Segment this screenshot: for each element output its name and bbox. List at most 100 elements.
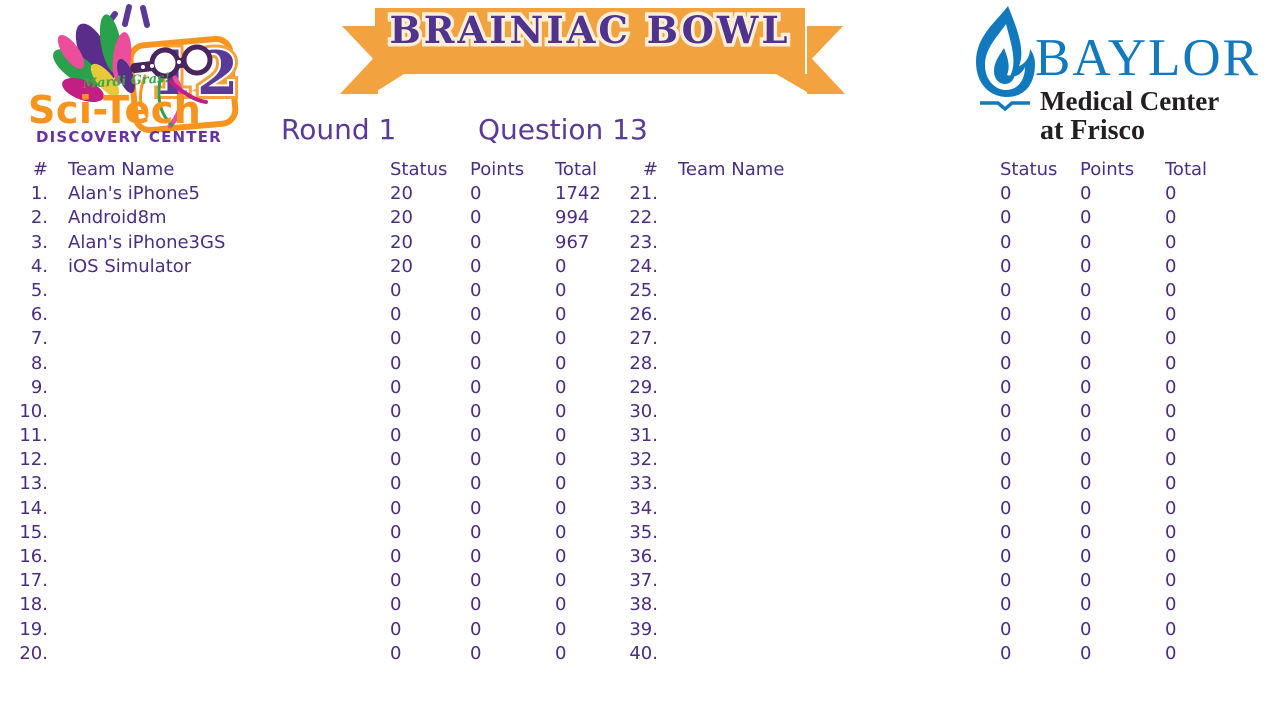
team-name	[48, 424, 370, 448]
table-row: 26. 0 0 0	[628, 303, 1238, 327]
row-number: 17.	[19, 570, 48, 592]
team-status: 0	[390, 570, 402, 592]
team-points: 0	[470, 642, 482, 664]
team-name	[48, 352, 370, 376]
team-status: 0	[390, 473, 402, 495]
team-points: 0	[470, 376, 482, 398]
row-number: 14.	[19, 497, 48, 519]
row-number: 1.	[30, 183, 48, 205]
table-row: 13. 0 0 0	[18, 472, 628, 496]
team-status: 0	[1000, 642, 1012, 664]
row-number: 24.	[629, 255, 658, 277]
team-points: 0	[470, 618, 482, 640]
row-number: 6.	[30, 304, 48, 326]
team-status: 0	[1000, 279, 1012, 301]
team-points: 0	[470, 521, 482, 543]
team-total: 0	[1165, 304, 1177, 326]
team-total: 0	[555, 497, 567, 519]
team-name	[658, 231, 980, 255]
mardi-gras-mask-icon	[130, 44, 213, 79]
table-row: 24. 0 0 0	[628, 255, 1238, 279]
team-name	[658, 497, 980, 521]
team-status: 0	[1000, 497, 1012, 519]
table-row: 35. 0 0 0	[628, 521, 1238, 545]
team-status: 0	[1000, 304, 1012, 326]
team-total: 1742	[555, 183, 601, 205]
team-name: Android8m	[68, 207, 167, 229]
team-name	[48, 569, 370, 593]
team-total: 0	[1165, 425, 1177, 447]
team-status: 0	[1000, 425, 1012, 447]
team-status: 0	[390, 400, 402, 422]
team-total: 0	[1165, 400, 1177, 422]
table-row: 17. 0 0 0	[18, 569, 628, 593]
team-points: 0	[470, 279, 482, 301]
scitech-title: Sci-Tech	[28, 88, 202, 132]
team-points: 0	[1080, 400, 1092, 422]
team-status: 0	[1000, 594, 1012, 616]
team-name	[658, 545, 980, 569]
team-status: 0	[1000, 473, 1012, 495]
team-name	[48, 376, 370, 400]
row-number: 8.	[30, 352, 48, 374]
team-points: 0	[1080, 207, 1092, 229]
team-points: 0	[1080, 352, 1092, 374]
team-status: 0	[390, 618, 402, 640]
table-row: 7. 0 0 0	[18, 327, 628, 351]
team-name	[658, 521, 980, 545]
row-number: 20.	[19, 642, 48, 664]
team-points: 0	[470, 594, 482, 616]
table-row: 21. 0 0 0	[628, 182, 1238, 206]
team-points: 0	[470, 497, 482, 519]
table-row: 9. 0 0 0	[18, 376, 628, 400]
team-name	[658, 448, 980, 472]
table-row: 2. Android8m 20 0 994	[18, 206, 628, 230]
team-total: 0	[555, 449, 567, 471]
team-name	[658, 303, 980, 327]
row-number: 18.	[19, 594, 48, 616]
row-number: 32.	[629, 449, 658, 471]
row-number: 7.	[30, 328, 48, 350]
team-total: 0	[1165, 521, 1177, 543]
team-status: 0	[390, 546, 402, 567]
team-points: 0	[1080, 376, 1092, 398]
team-name	[48, 593, 370, 617]
team-points: 0	[1080, 642, 1092, 664]
table-row: 34. 0 0 0	[628, 497, 1238, 521]
banner-title-outline: BRAINIAC BOWL	[386, 5, 791, 56]
table-row: 11. 0 0 0	[18, 424, 628, 448]
header-num: #	[642, 159, 658, 180]
team-status: 0	[1000, 449, 1012, 471]
table-row: 18. 0 0 0	[18, 593, 628, 617]
team-status: 0	[1000, 400, 1012, 422]
team-total: 0	[1165, 570, 1177, 592]
row-number: 21.	[629, 183, 658, 205]
team-name	[658, 569, 980, 593]
row-number: 30.	[629, 400, 658, 422]
team-name	[48, 618, 370, 642]
team-status: 0	[390, 449, 402, 471]
team-total: 994	[555, 207, 590, 229]
row-number: 40.	[629, 642, 658, 664]
table-row: 1. Alan's iPhone5 20 0 1742	[18, 182, 628, 206]
team-status: 0	[1000, 255, 1012, 277]
team-name	[658, 593, 980, 617]
row-number: 10.	[19, 400, 48, 422]
team-points: 0	[1080, 183, 1092, 205]
team-name	[48, 327, 370, 351]
table-row: 20. 0 0 0	[18, 642, 628, 666]
table-row: 15. 0 0 0	[18, 521, 628, 545]
team-points: 0	[1080, 328, 1092, 350]
team-total: 0	[555, 255, 567, 277]
row-number: 12.	[19, 449, 48, 471]
row-number: 31.	[629, 425, 658, 447]
team-total: 0	[555, 594, 567, 616]
team-status: 0	[390, 376, 402, 398]
team-status: 0	[1000, 618, 1012, 640]
team-total: 0	[1165, 279, 1177, 301]
team-status: 0	[1000, 328, 1012, 350]
team-total: 967	[555, 231, 590, 253]
team-points: 0	[470, 473, 482, 495]
row-number: 11.	[19, 425, 48, 447]
team-name	[658, 255, 980, 279]
